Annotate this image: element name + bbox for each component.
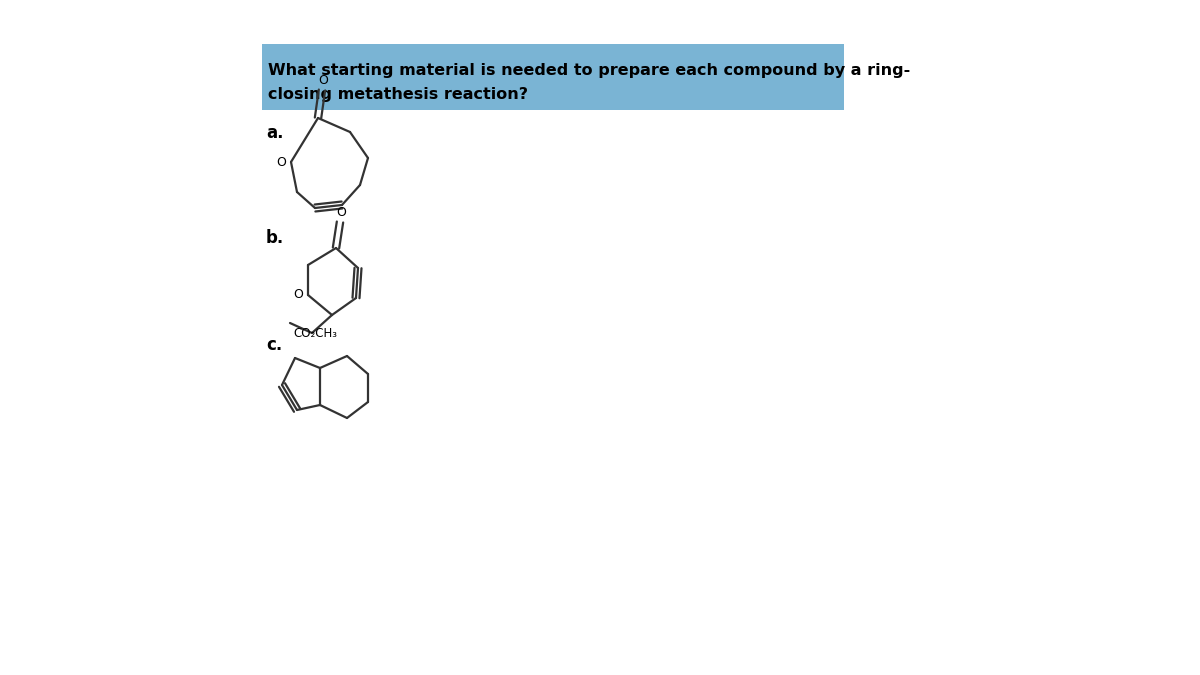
Text: CO₂CH₃: CO₂CH₃ [293, 327, 337, 340]
Text: b.: b. [266, 229, 284, 247]
Text: O: O [336, 207, 346, 219]
Text: What starting material is needed to prepare each compound by a ring-: What starting material is needed to prep… [268, 63, 911, 78]
Text: O: O [293, 288, 302, 302]
Text: c.: c. [266, 336, 282, 354]
Text: O: O [276, 155, 286, 169]
Text: a.: a. [266, 124, 283, 142]
Bar [262, 44, 844, 110]
Text: closing metathesis reaction?: closing metathesis reaction? [268, 88, 528, 103]
Text: O: O [318, 74, 328, 86]
